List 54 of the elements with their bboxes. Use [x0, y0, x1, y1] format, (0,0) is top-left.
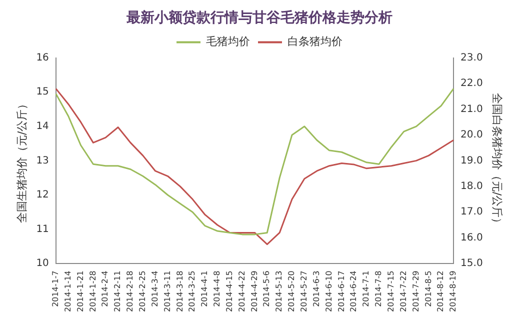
x-tick-label: 2014-2-18 [126, 270, 135, 312]
x-tick-label: 2014-1-7 [51, 270, 60, 307]
y2-tick-label: 15.0 [460, 258, 483, 270]
x-tick-label: 2014-4-15 [224, 270, 234, 312]
y2-tick-label: 19.0 [460, 155, 483, 166]
y2-tick-label: 17.0 [460, 206, 483, 218]
y2-axis-title: 全国白条猪均价（元/公斤） [490, 92, 504, 229]
y-tick-label: 10 [36, 258, 49, 270]
y-tick-label: 12 [36, 190, 49, 201]
legend-label: 毛猪均价 [206, 35, 250, 48]
legend-label: 白条猪均价 [288, 35, 342, 48]
x-tick-label: 2014-7-8 [374, 270, 384, 307]
y2-tick-label: 16.0 [460, 232, 483, 244]
y-tick-label: 14 [36, 120, 49, 132]
y-tick-label: 13 [36, 155, 49, 166]
x-tick-label: 2014-5-6 [262, 270, 272, 307]
x-tick-label: 2014-7-22 [398, 270, 408, 312]
x-tick-label: 2014-3-18 [175, 270, 184, 312]
y-tick-label: 11 [36, 224, 49, 235]
y2-tick-label: 21.0 [460, 104, 483, 115]
y2-tick-label: 20.0 [460, 130, 483, 141]
x-tick-label: 2014-5-27 [300, 270, 309, 312]
x-tick-label: 2014-6-24 [349, 270, 358, 312]
x-tick-label: 2014-1-28 [88, 270, 98, 312]
x-tick-label: 2014-8-5 [424, 270, 433, 307]
x-tick-label: 2014-8-19 [448, 270, 458, 312]
x-tick-label: 2014-2-11 [113, 270, 122, 312]
x-tick-label: 2014-7-1 [362, 270, 371, 307]
x-tick-label: 2014-4-8 [212, 270, 222, 307]
x-tick-label: 2014-6-10 [324, 270, 334, 312]
chart-title: 最新小额贷款行情与甘谷毛猪价格走势分析 [126, 9, 392, 26]
x-tick-label: 2014-3-11 [162, 270, 172, 312]
x-tick-label: 2014-6-17 [336, 270, 346, 312]
y-tick-label: 15 [36, 86, 49, 98]
x-tick-label: 2014-6-3 [312, 270, 321, 307]
y2-tick-label: 23.0 [460, 52, 483, 64]
x-tick-label: 2014-4-1 [200, 270, 210, 307]
y2-tick-label: 18.0 [460, 181, 483, 192]
x-tick-label: 2014-8-12 [436, 270, 446, 312]
x-tick-label: 2014-7-15 [386, 270, 396, 312]
y-tick-label: 16 [36, 52, 49, 64]
x-tick-label: 2014-5-20 [287, 270, 296, 312]
x-tick-label: 2014-4-22 [237, 270, 246, 312]
y-axis-title: 全国生猪均价（元/公斤） [15, 98, 28, 224]
x-tick-label: 2014-7-29 [411, 270, 420, 312]
x-tick-label: 2014-1-14 [63, 270, 72, 312]
x-tick-label: 2014-3-25 [188, 270, 197, 312]
x-tick-label: 2014-2-25 [138, 270, 147, 312]
x-tick-label: 2014-2-4 [100, 270, 110, 307]
x-tick-label: 2014-1-21 [76, 270, 85, 312]
x-tick-label: 2014-3-4 [150, 270, 160, 307]
y2-tick-label: 22.0 [460, 78, 483, 90]
x-tick-label: 2014-4-29 [250, 270, 259, 312]
x-tick-label: 2014-5-13 [274, 270, 284, 312]
